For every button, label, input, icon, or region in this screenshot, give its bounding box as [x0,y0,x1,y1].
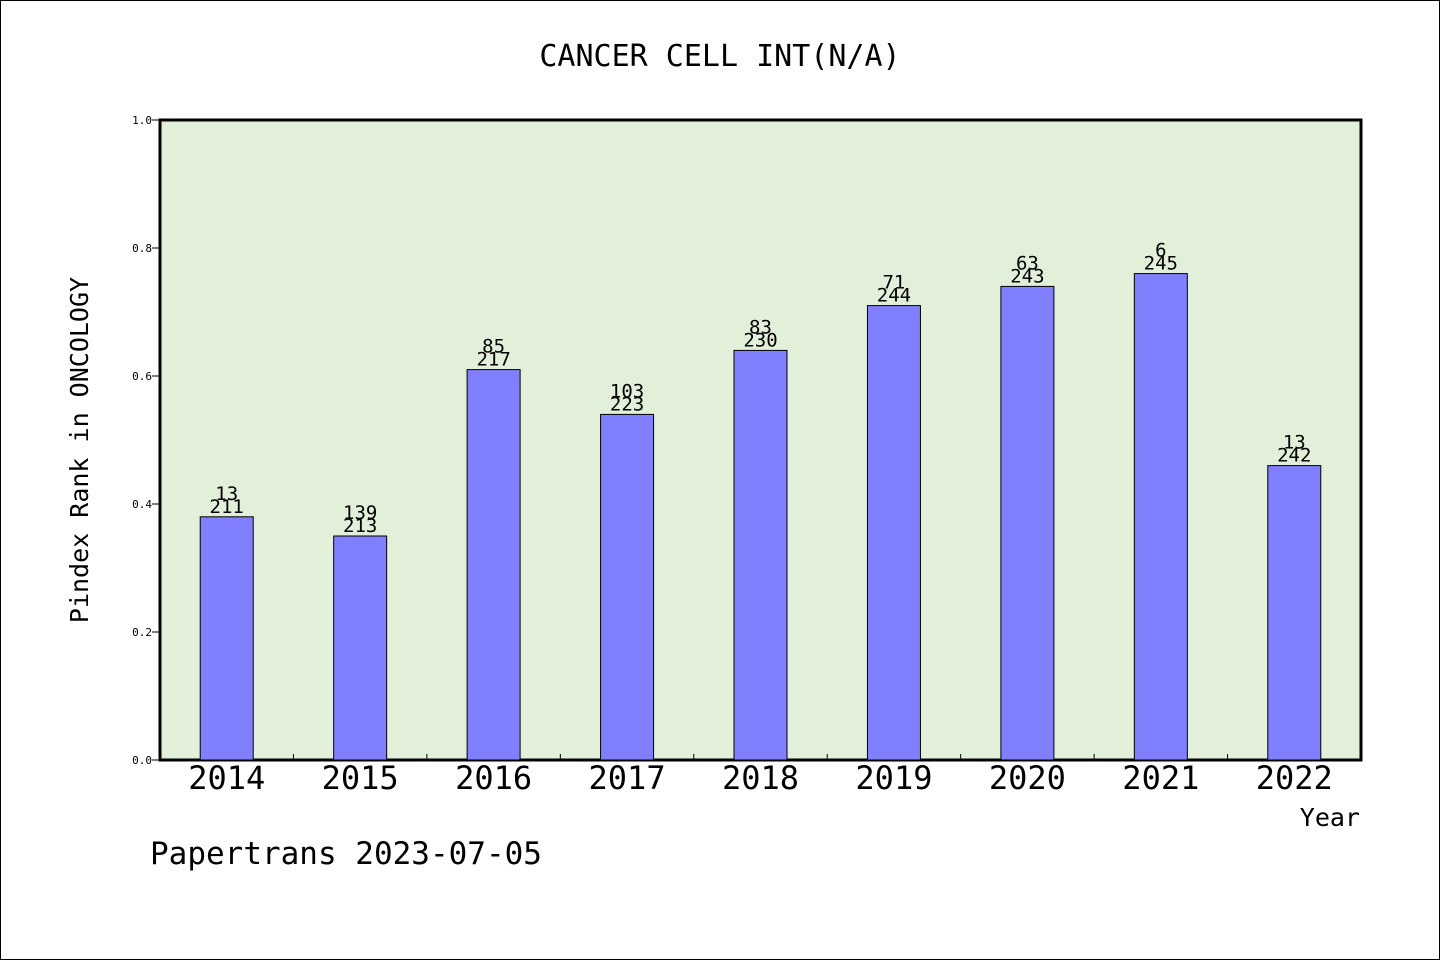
y-tick-label: 1.0 [132,114,152,127]
bar [1000,285,1055,761]
footer-text: Papertrans 2023-07-05 [150,836,542,872]
bar-rank-label: 85 [482,336,505,358]
bars-group [199,273,1322,761]
x-tick-label: 2019 [855,759,932,797]
bar [1133,273,1188,761]
bar-total-label: 223 [610,393,644,415]
bar-total-label: 245 [1144,253,1178,275]
bar-rank-label: 6 [1155,240,1166,262]
bar-total-label: 217 [476,349,510,371]
x-axis-label: Year [1300,803,1360,832]
y-axis: 0.0 0.2 0.4 0.6 0.8 1.0 [132,114,160,767]
bar [600,413,655,761]
x-axis: 2014 2015 2016 2017 2018 2019 2020 2021 2022 [188,754,1333,797]
y-axis-label: Pindex Rank in ONCOLOGY [65,277,94,623]
bar [1267,465,1322,761]
x-tick-label: 2016 [455,759,532,797]
bar-rank-label: 13 [1283,432,1306,454]
bar-rank-label: 71 [882,272,905,294]
bar-rank-label: 13 [215,483,238,505]
bar-total-label: 211 [210,496,244,518]
bar [733,349,788,761]
bar-rank-label: 139 [343,502,377,524]
x-tick-label: 2017 [589,759,666,797]
y-tick-label: 0.6 [132,370,152,383]
y-tick-label: 0.2 [132,626,152,639]
bar [333,535,388,761]
bar-total-label: 243 [1010,265,1044,287]
chart-title: CANCER CELL INT(N/A) [539,39,900,74]
bar-total-label: 213 [343,515,377,537]
bar-total-label: 230 [743,329,777,351]
y-tick-label: 0.8 [132,242,152,255]
y-tick-label: 0.0 [132,754,152,767]
bar [866,305,921,761]
bar-total-label: 244 [877,285,911,307]
x-tick-label: 2014 [188,759,265,797]
bar-rank-label: 103 [610,380,644,402]
x-tick-label: 2022 [1256,759,1333,797]
bar [199,516,254,761]
bar-total-label: 242 [1277,445,1311,467]
bar [466,369,521,761]
x-tick-label: 2015 [322,759,399,797]
x-tick-label: 2020 [989,759,1066,797]
bar-rank-label: 63 [1016,252,1039,274]
x-tick-label: 2021 [1122,759,1199,797]
bar-rank-label: 83 [749,316,772,338]
x-tick-label: 2018 [722,759,799,797]
y-tick-label: 0.4 [132,498,152,511]
